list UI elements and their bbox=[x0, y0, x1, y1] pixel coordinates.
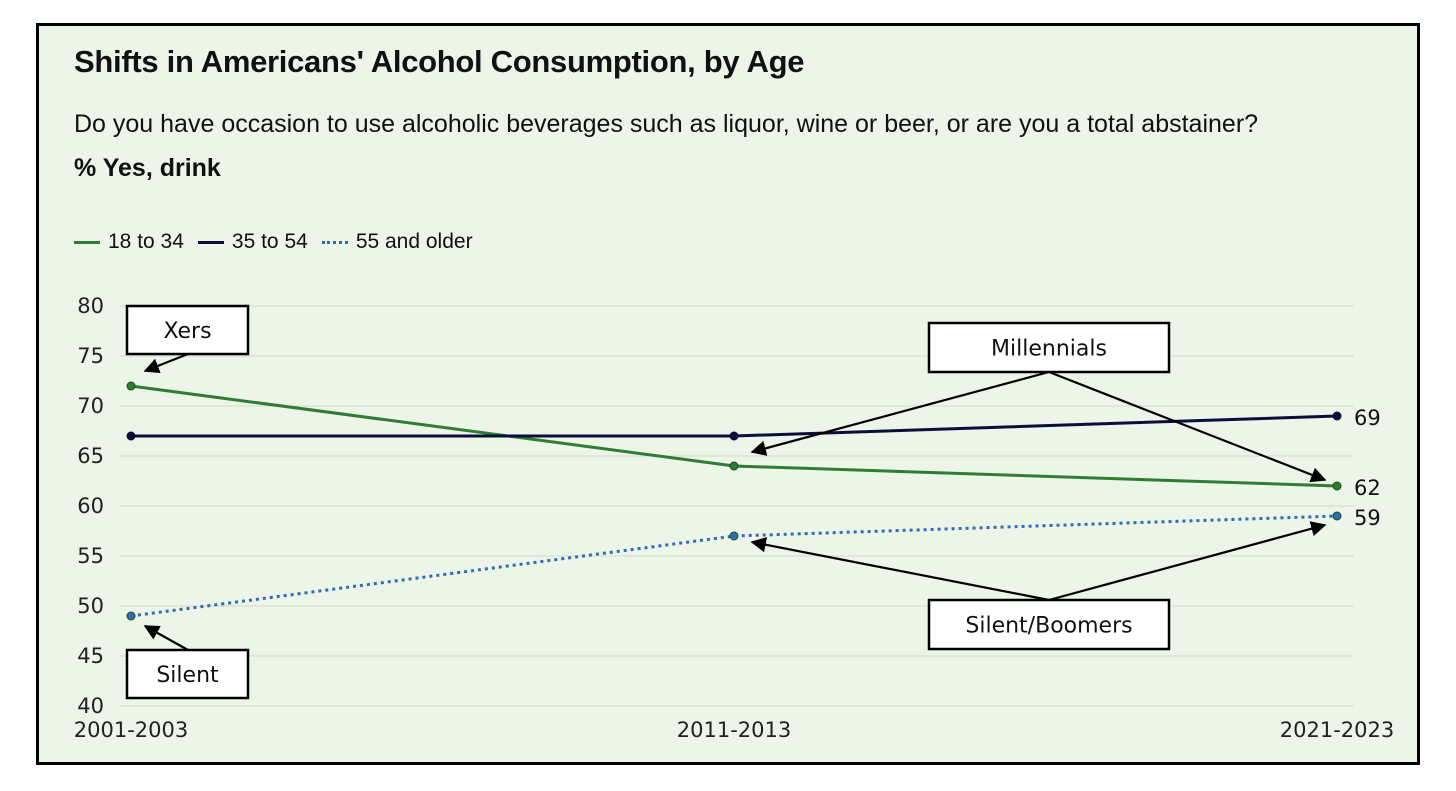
chart-frame: Shifts in Americans' Alcohol Consumption… bbox=[36, 23, 1420, 765]
data-point bbox=[1332, 481, 1342, 491]
legend-item-35-to-54: 35 to 54 bbox=[197, 230, 308, 254]
end-value-label: 62 bbox=[1354, 476, 1381, 500]
callout-arrow bbox=[1048, 521, 1327, 602]
data-point bbox=[1332, 511, 1342, 521]
callout-label: Silent/Boomers bbox=[965, 614, 1132, 639]
data-point bbox=[126, 381, 136, 391]
legend-swatch bbox=[197, 240, 224, 244]
legend-swatch bbox=[321, 240, 348, 244]
callout-arrow bbox=[143, 625, 189, 651]
callout-arrow bbox=[1048, 370, 1327, 483]
chart-question: Do you have occasion to use alcoholic be… bbox=[74, 110, 1259, 138]
end-value-label: 59 bbox=[1354, 506, 1381, 530]
y-tick-label: 40 bbox=[77, 694, 104, 718]
callout-label: Millennials bbox=[991, 337, 1107, 362]
x-tick-label: 2001-2003 bbox=[74, 718, 188, 742]
data-point bbox=[729, 431, 739, 441]
series-line bbox=[130, 514, 1338, 618]
callout-box bbox=[125, 304, 250, 356]
callout-box bbox=[125, 648, 250, 700]
y-tick-label: 70 bbox=[77, 394, 104, 418]
y-tick-label: 50 bbox=[77, 594, 104, 618]
y-tick-label: 80 bbox=[77, 294, 104, 318]
chart-measure: % Yes, drink bbox=[74, 154, 221, 182]
data-point bbox=[126, 611, 136, 621]
y-tick-label: 75 bbox=[77, 344, 104, 368]
data-point bbox=[126, 431, 136, 441]
y-tick-label: 55 bbox=[77, 544, 104, 568]
legend-item-55-and-older: 55 and older bbox=[321, 230, 473, 254]
legend-label: 55 and older bbox=[355, 230, 473, 253]
callout-arrow bbox=[750, 370, 1050, 456]
chart-title: Shifts in Americans' Alcohol Consumption… bbox=[74, 44, 805, 79]
y-tick-label: 65 bbox=[77, 444, 104, 468]
data-point bbox=[1332, 411, 1342, 421]
legend-label: 35 to 54 bbox=[231, 230, 308, 253]
legend-swatch bbox=[74, 240, 100, 244]
data-point bbox=[729, 531, 739, 541]
callout-label: Silent bbox=[156, 663, 219, 688]
chart-legend: 18 to 34 35 to 54 55 and older bbox=[74, 230, 473, 254]
x-tick-label: 2011-2013 bbox=[677, 718, 791, 742]
callout-arrow bbox=[143, 352, 189, 374]
y-tick-label: 60 bbox=[77, 494, 104, 518]
y-tick-label: 45 bbox=[77, 644, 104, 668]
legend-label: 18 to 34 bbox=[108, 230, 184, 253]
callout-box bbox=[927, 321, 1171, 374]
x-tick-label: 2021-2023 bbox=[1280, 718, 1394, 742]
legend-item-18-to-34: 18 to 34 bbox=[74, 230, 184, 254]
callout-arrow bbox=[750, 537, 1050, 602]
data-point bbox=[729, 461, 739, 471]
callout-label: Xers bbox=[163, 319, 211, 344]
callout-box bbox=[927, 598, 1171, 651]
end-value-label: 69 bbox=[1354, 406, 1381, 430]
